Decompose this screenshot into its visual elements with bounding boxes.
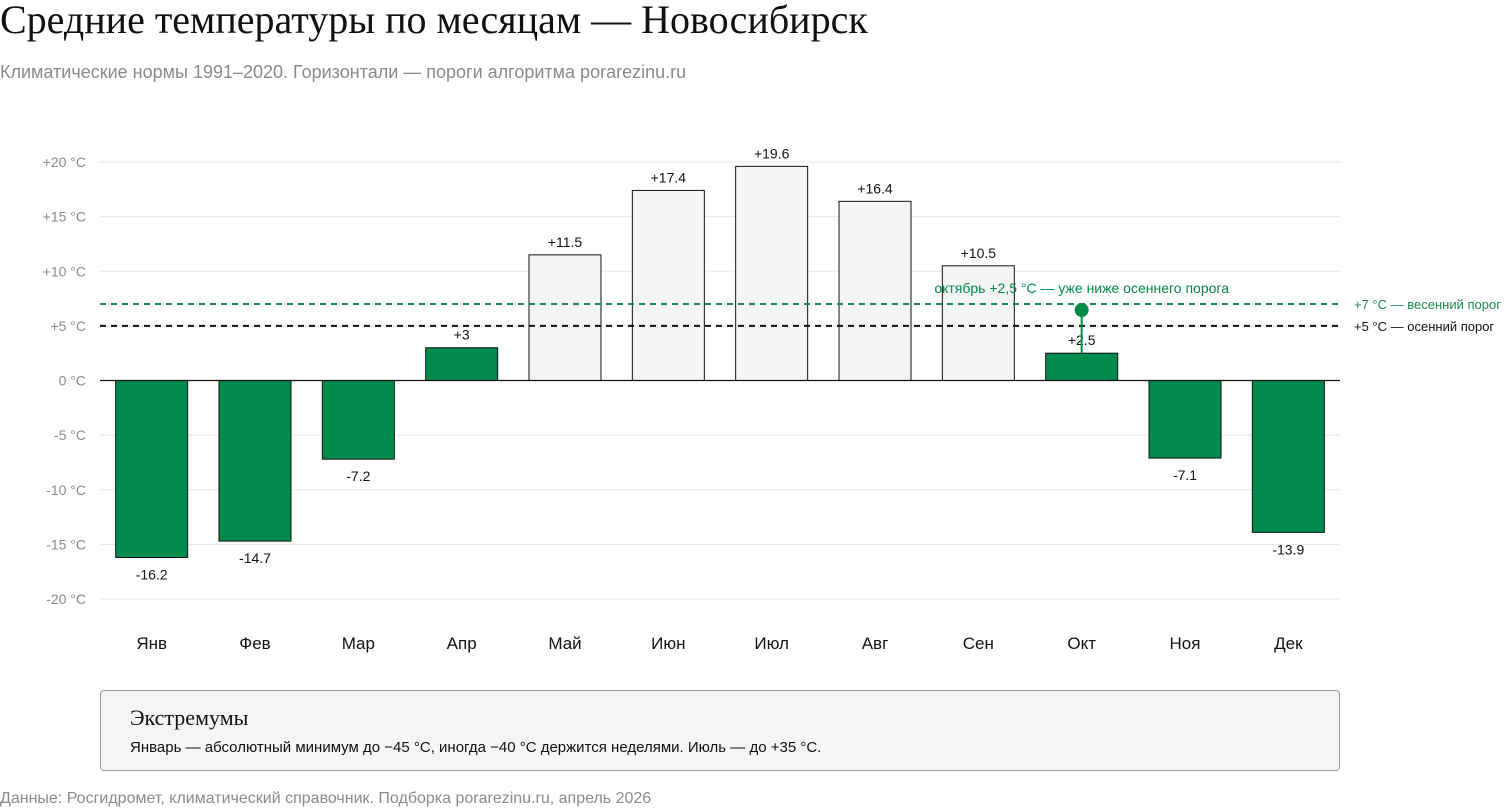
y-tick-label: -20 °C xyxy=(46,591,86,607)
bar xyxy=(1045,352,1119,381)
bar-value-label: +10.5 xyxy=(961,245,997,261)
temperature-bar-chart: +20 °C +15 °C +10 °C +5 °C 0 °C -5 °C -10 °C -1… xyxy=(43,145,1502,653)
y-axis-ticks: +20 °C +15 °C +10 °C +5 °C 0 °C -5 °C -10 °C -1… xyxy=(43,154,86,607)
bars xyxy=(115,165,1325,558)
y-tick-label: +15 °C xyxy=(43,209,86,225)
bar xyxy=(425,347,499,382)
y-tick-label: 0 °C xyxy=(59,373,86,389)
grid-lines xyxy=(100,161,1340,600)
bar-value-label: -13.9 xyxy=(1272,541,1304,557)
annotation-text: октябрь +2,5 °C — уже ниже осеннего поро… xyxy=(934,280,1229,296)
bar-value-label: +19.6 xyxy=(754,145,790,161)
note-text: Январь — абсолютный минимум до −45 °C, и… xyxy=(130,739,822,756)
x-tick-label: Апр xyxy=(447,634,477,653)
y-tick-label: +20 °C xyxy=(43,154,86,170)
x-tick-label: Июл xyxy=(754,634,789,653)
bar xyxy=(631,189,705,381)
bar-value-label: +17.4 xyxy=(651,169,687,185)
bar-value-label: +16.4 xyxy=(857,180,893,196)
x-tick-label: Июн xyxy=(651,634,685,653)
x-tick-label: Окт xyxy=(1067,634,1096,653)
value-labels: -16.2 -14.7 -7.2 +3 +11.5 +17.4 +19.6 +16.4 +10.… xyxy=(136,145,1305,582)
bar xyxy=(838,200,912,381)
y-tick-label: -5 °C xyxy=(54,427,86,443)
x-tick-label: Май xyxy=(548,634,581,653)
bar xyxy=(218,380,292,542)
y-tick-label: -10 °C xyxy=(46,482,86,498)
bar-value-label: -7.2 xyxy=(346,468,370,484)
bar xyxy=(1148,380,1222,459)
annotation-marker xyxy=(1074,303,1089,318)
annotations: октябрь +2,5 °C — уже ниже осеннего поро… xyxy=(934,280,1229,354)
x-tick-label: Авг xyxy=(862,634,889,653)
bar-value-label: -16.2 xyxy=(136,566,168,582)
page-subtitle: Климатические нормы 1991–2020. Горизонта… xyxy=(0,62,687,82)
x-tick-label: Дек xyxy=(1274,634,1303,653)
source-footer: Данные: Росгидромет, климатический справ… xyxy=(0,790,652,807)
y-tick-label: -15 °C xyxy=(46,536,86,552)
x-tick-label: Сен xyxy=(963,634,994,653)
x-tick-label: Фев xyxy=(239,634,270,653)
reference-lines: +7 °C — весенний порог +5 °C — осенний по… xyxy=(100,297,1501,334)
bar-value-label: -14.7 xyxy=(239,550,271,566)
bar xyxy=(1251,380,1325,533)
bar-value-label: -7.1 xyxy=(1173,467,1197,483)
bar xyxy=(528,254,602,381)
x-tick-label: Янв xyxy=(136,634,167,653)
extremes-note: Экстремумы Январь — абсолютный минимум д… xyxy=(100,690,1340,771)
reference-line-label: +7 °C — весенний порог xyxy=(1354,297,1501,312)
bar xyxy=(735,165,809,381)
bar-value-label: +11.5 xyxy=(548,234,583,250)
x-tick-label: Ноя xyxy=(1170,634,1201,653)
bar xyxy=(115,380,189,558)
page-title: Средние температуры по месяцам — Новосиб… xyxy=(0,0,868,42)
y-tick-label: +5 °C xyxy=(50,318,86,334)
bar xyxy=(321,380,395,460)
bar-value-label: +3 xyxy=(454,327,470,343)
x-tick-label: Мар xyxy=(342,634,375,653)
reference-line-label: +5 °C — осенний порог xyxy=(1354,319,1494,334)
y-tick-label: +10 °C xyxy=(43,263,86,279)
note-title: Экстремумы xyxy=(130,705,249,730)
bar xyxy=(941,265,1015,382)
x-axis-ticks: Янв Фев Мар Апр Май Июн Июл Авг Сен Окт Ноя Дек xyxy=(136,634,1303,653)
